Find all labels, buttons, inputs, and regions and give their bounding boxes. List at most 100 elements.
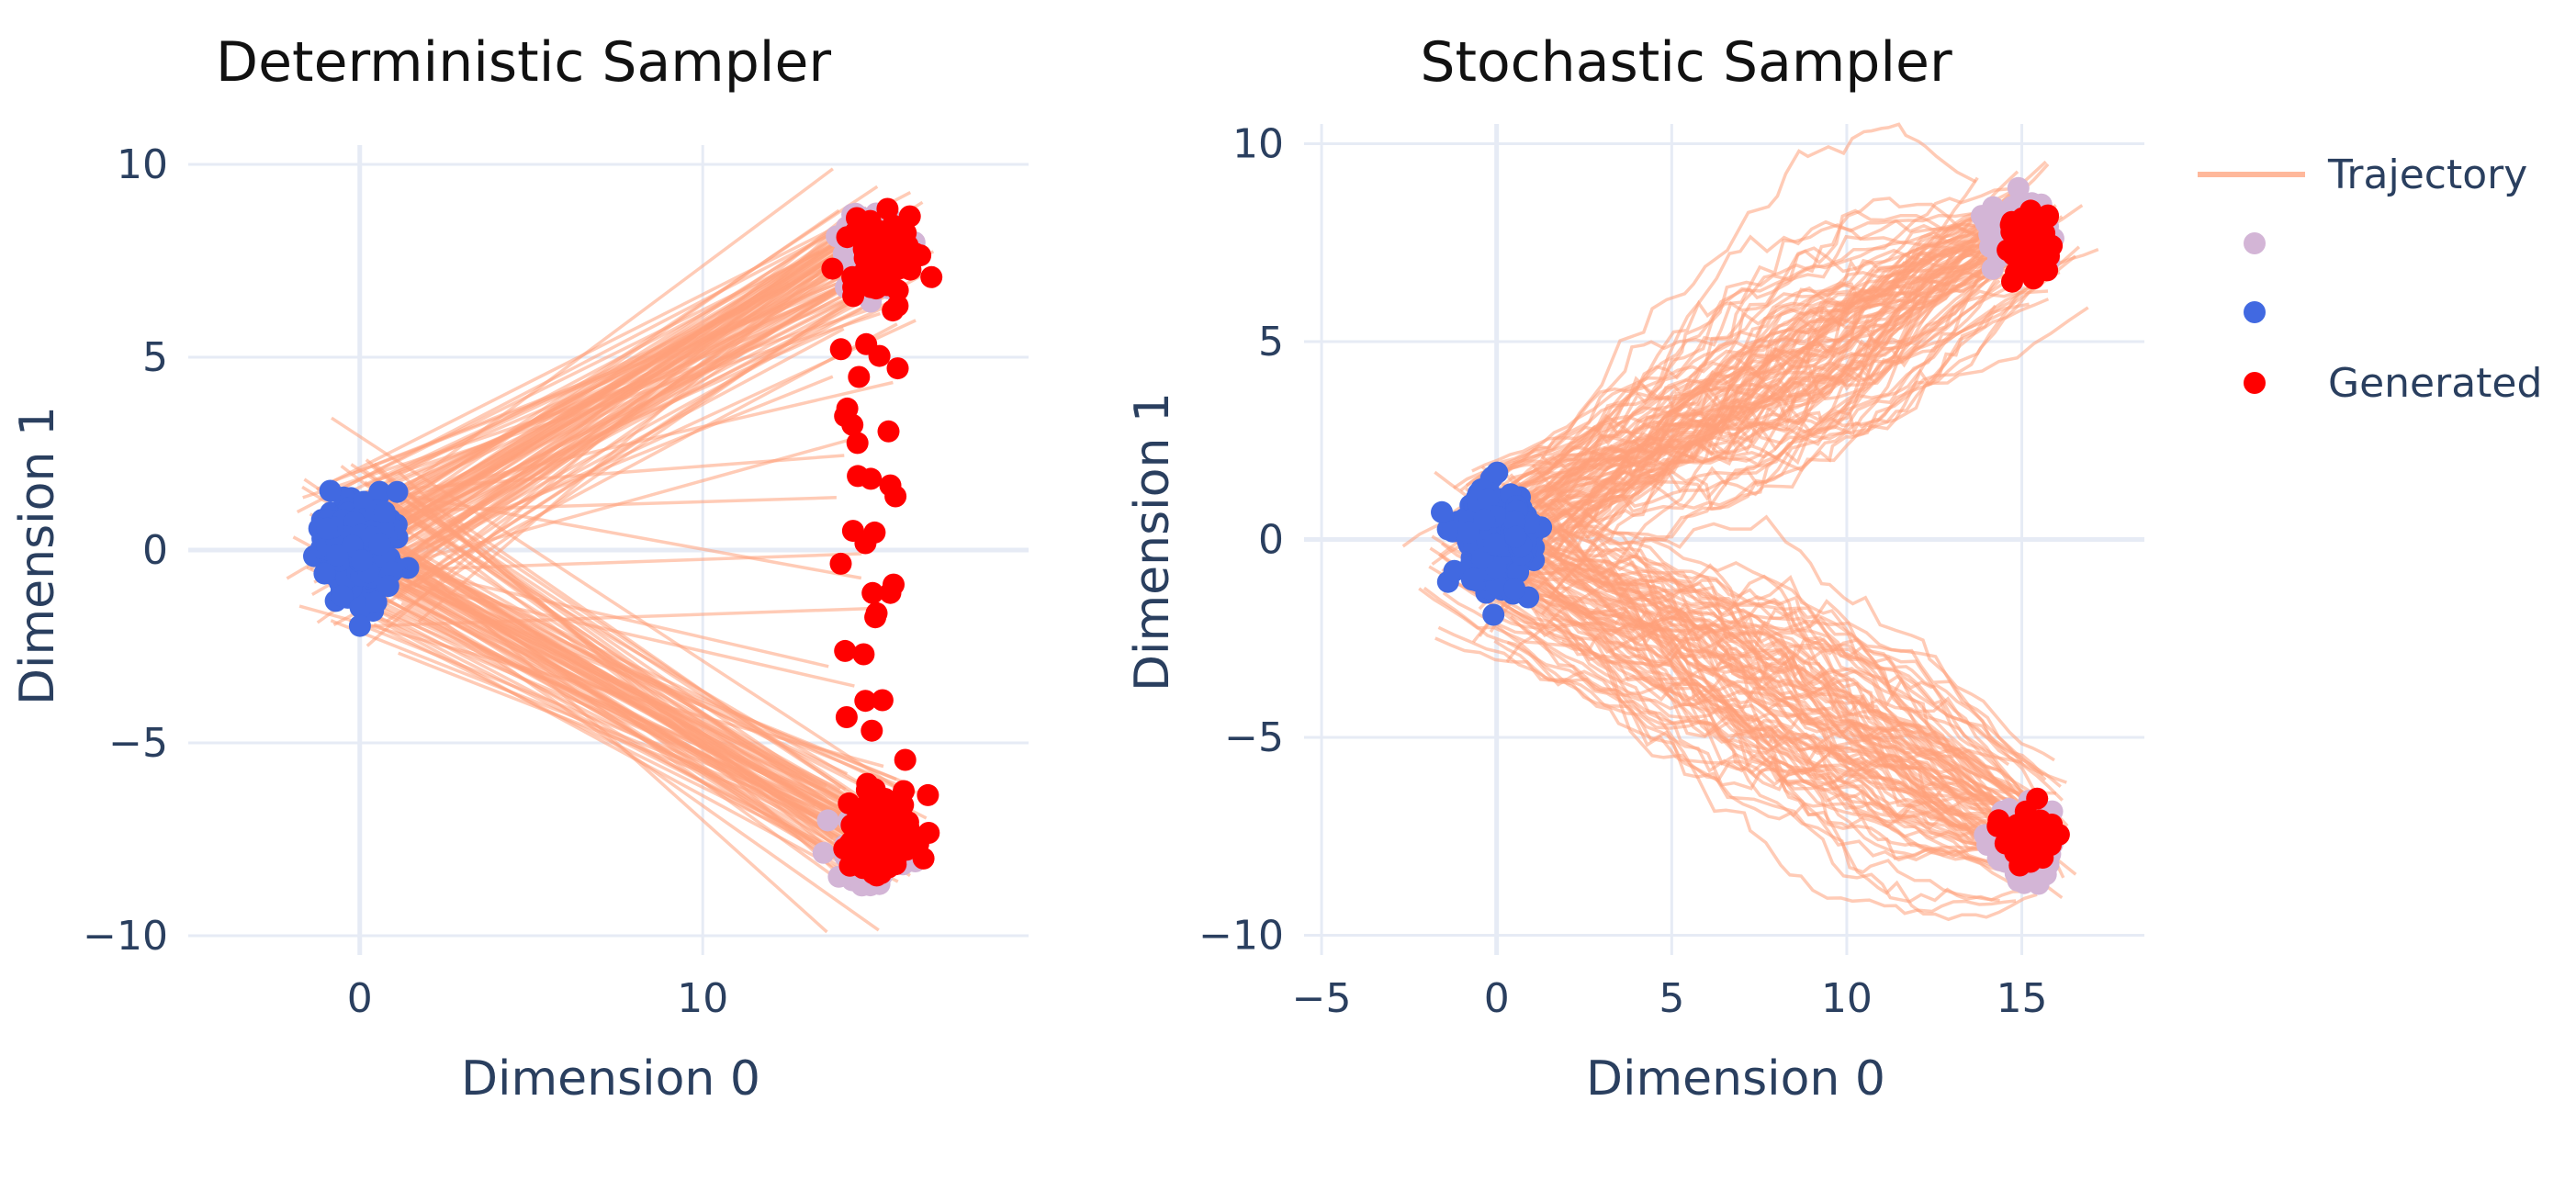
y-tick-label: 0 [1258, 517, 1284, 564]
chart-title-deterministic: Deterministic Sampler [216, 30, 831, 95]
y-axis-title-stochastic: Dimension 1 [1125, 392, 1180, 691]
scatter-point [848, 365, 871, 388]
y-tick-label: 0 [142, 527, 168, 574]
tick-labels-deterministic: 0 10 10 5 0 −5 −10 [83, 141, 728, 1022]
scatter-point [1981, 257, 2004, 280]
trajectory-line [324, 496, 837, 516]
y-axis-title-deterministic: Dimension 1 [10, 406, 65, 705]
y-tick-label: −5 [108, 720, 168, 767]
trajectory-line [1451, 522, 2019, 840]
y-tick-label: 10 [1232, 121, 1284, 168]
scatter-point [917, 783, 939, 806]
scatter-point [834, 639, 857, 662]
scatter-point [846, 432, 869, 455]
x-axis-title-stochastic: Dimension 0 [1586, 1051, 1885, 1107]
y-tick-label: 10 [117, 141, 168, 188]
scatter-point [1461, 567, 1484, 590]
scatter-point [861, 719, 883, 742]
trajectory-line [1482, 304, 1997, 534]
x-tick-label: 5 [1659, 975, 1684, 1022]
trajectory-line [379, 262, 883, 579]
scatter-point [871, 850, 894, 873]
y-tick-label: −10 [1198, 912, 1284, 959]
trajectory-line [368, 530, 883, 866]
scatter-point [1486, 461, 1509, 484]
trajectory-line [399, 185, 879, 506]
trajectory-line [1465, 181, 2029, 488]
trajectory-line [1469, 541, 2000, 860]
scatter-point [859, 799, 881, 822]
trajectory-line [1547, 275, 2043, 600]
source-points-stochastic [1431, 461, 1553, 626]
trajectory-line [391, 578, 853, 868]
trajectory-line [1544, 240, 1989, 494]
trajectory-line [1475, 571, 2062, 827]
scatter-point [2047, 823, 2070, 846]
scatter-point [886, 357, 909, 380]
trajectory-line [1509, 473, 2065, 879]
scatter-point [852, 643, 875, 666]
legend-label-generated: Generated [2328, 360, 2542, 407]
scatter-point [862, 821, 885, 843]
trajectory-line [373, 623, 884, 879]
scatter-point [1477, 489, 1500, 511]
trajectory-line [1538, 535, 2064, 802]
scatter-point [879, 828, 902, 850]
scatter-point [864, 606, 887, 629]
trajectory-line [351, 602, 899, 883]
trajectory-line [386, 224, 851, 572]
legend: Trajectory Generated [2198, 152, 2542, 407]
scatter-point [2031, 242, 2054, 265]
trajectory-line [373, 167, 834, 513]
x-tick-label: 10 [677, 975, 728, 1022]
trajectory-line [1472, 122, 1977, 528]
trajectory-line [1505, 526, 2013, 848]
scatter-point [326, 544, 349, 567]
trajectory-line [1467, 585, 2036, 854]
scatter-point [2016, 807, 2039, 829]
scatter-point [886, 279, 909, 302]
scatter-point [894, 748, 917, 771]
scatter-point [2001, 270, 2023, 293]
trajectory-line [1515, 535, 2008, 867]
trajectory-line [1495, 462, 2024, 797]
scatter-point [879, 474, 902, 497]
scatter-point [368, 480, 391, 503]
scatter-point [853, 260, 876, 283]
scatter-point [377, 575, 399, 598]
generated-points-stochastic [1986, 199, 2070, 877]
trajectory-line [1493, 639, 2022, 857]
scatter-point [812, 841, 835, 864]
scatter-point [348, 614, 371, 637]
scatter-point [879, 581, 902, 604]
trajectory-line [1465, 487, 2029, 812]
y-tick-label: 5 [142, 334, 168, 381]
scatter-point [878, 224, 901, 247]
trajectories-stochastic [1401, 122, 2099, 922]
trajectory-line [338, 491, 828, 934]
y-tick-label: −5 [1224, 714, 1284, 761]
scatter-point [868, 344, 891, 367]
scatter-point [871, 689, 894, 712]
trajectory-line [349, 380, 894, 511]
scatter-point [316, 517, 338, 540]
scatter-point [821, 257, 844, 280]
scatter-point [1987, 809, 2010, 832]
trajectory-line [1556, 499, 2019, 858]
x-tick-label: −5 [1292, 975, 1352, 1022]
scatter-point [1443, 559, 1466, 582]
trajectory-line [1534, 609, 1988, 862]
trajectory-line [391, 508, 890, 802]
trajectory-line [1539, 514, 2055, 762]
scatter-point [861, 581, 884, 604]
trajectory-line [296, 191, 912, 514]
scatter-point [897, 816, 920, 839]
legend-swatch-source [2244, 301, 2266, 323]
trajectory-line [351, 273, 866, 531]
trajectory-line [363, 606, 872, 628]
trajectory-line [1513, 579, 2000, 903]
scatter-point [2008, 854, 2031, 877]
trajectory-line [370, 530, 859, 828]
trajectory-line [1512, 590, 2013, 825]
